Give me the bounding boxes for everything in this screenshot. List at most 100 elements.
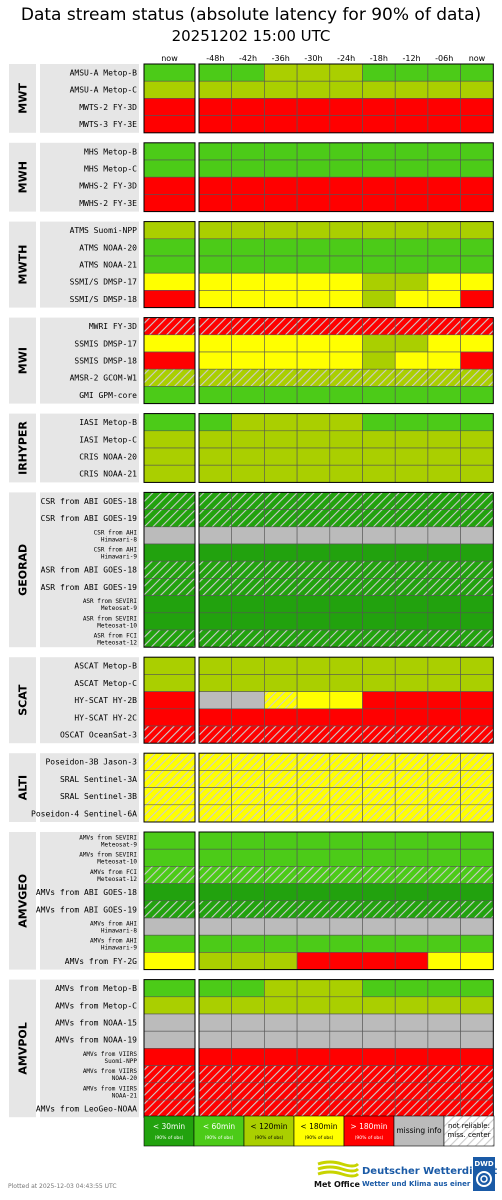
row-label: AMSU-A Metop-C: [70, 86, 138, 95]
legend-sublabel: (90% of obs): [355, 1135, 384, 1141]
status-cell: [460, 725, 494, 744]
status-cell: [460, 272, 494, 291]
chart-title: Data stream status (absolute latency for…: [20, 5, 482, 25]
status-cell: [296, 787, 331, 806]
status-cell: [427, 509, 461, 528]
status-cell: [460, 656, 494, 675]
legend-label: < 30min: [153, 1122, 186, 1131]
status-cell: [329, 691, 363, 710]
now-cell: [143, 831, 196, 850]
status-cell: [427, 290, 461, 308]
now-cell: [143, 996, 196, 1015]
status-cell: [264, 1082, 298, 1101]
dwd-tagline: Wetter und Klima aus einer Hand: [362, 1180, 494, 1188]
status-cell: [394, 386, 429, 404]
status-cell: [460, 142, 494, 161]
now-cell: [143, 1065, 196, 1084]
status-cell: [296, 317, 331, 336]
row-label-line1: ASR from SEVIRI: [83, 615, 138, 622]
status-cell: [394, 142, 429, 161]
status-cell: [296, 115, 331, 134]
status-cell: [394, 238, 429, 257]
status-cell: [198, 543, 233, 562]
status-cell: [296, 176, 331, 195]
status-cell: [394, 272, 429, 291]
status-cell: [264, 1065, 298, 1084]
group-label-bg: [9, 753, 36, 822]
now-block-border: [143, 413, 196, 483]
status-cell: [198, 142, 233, 161]
status-cell: [231, 595, 265, 614]
now-cell: [143, 176, 196, 195]
now-cell: [143, 255, 196, 274]
status-cell: [264, 351, 298, 370]
status-cell: [264, 464, 298, 483]
status-cell: [264, 900, 298, 919]
status-cell: [329, 900, 363, 919]
status-cell: [362, 447, 396, 466]
group-label-bg: [9, 64, 36, 133]
status-cell: [362, 63, 396, 82]
status-cell: [362, 238, 396, 257]
status-cell: [198, 1065, 233, 1084]
row-label-bg: [40, 832, 139, 970]
status-cell: [198, 1048, 233, 1066]
row-label: AMVs from Metop-C: [55, 1001, 137, 1010]
status-cell: [394, 595, 429, 614]
status-cell: [231, 612, 265, 631]
status-cell: [231, 752, 265, 771]
now-cell: [143, 804, 196, 823]
status-cell: [264, 866, 298, 884]
status-cell: [296, 447, 331, 466]
status-cell: [362, 752, 396, 771]
status-cell: [198, 368, 233, 387]
status-cell: [296, 509, 331, 528]
status-cell: [264, 509, 298, 528]
row-label: AMVs from LeoGeo-NOAA: [36, 1105, 137, 1114]
status-cell: [264, 98, 298, 116]
now-block-border: [143, 221, 196, 309]
grid-block-border: [198, 752, 494, 823]
status-cell: [198, 159, 233, 178]
status-cell: [329, 612, 363, 631]
status-cell: [231, 917, 265, 936]
now-cell: [143, 1082, 196, 1101]
status-cell: [460, 883, 494, 902]
status-cell: [460, 543, 494, 562]
status-cell: [198, 98, 233, 116]
status-cell: [394, 883, 429, 902]
status-cell: [427, 1099, 461, 1118]
status-cell: [362, 272, 396, 291]
status-cell: [362, 1030, 396, 1049]
group-name: MWTH: [17, 245, 30, 285]
status-cell: [427, 1048, 461, 1066]
group-label-bg: [9, 413, 36, 483]
status-cell: [460, 934, 494, 953]
status-cell: [198, 194, 233, 212]
status-cell: [231, 787, 265, 806]
status-cell: [460, 752, 494, 771]
row-label: HY-SCAT HY-2B: [74, 696, 137, 705]
group-name: MWI: [17, 347, 30, 374]
status-cell: [460, 98, 494, 116]
now-block-border: [143, 656, 196, 744]
status-cell: [296, 848, 331, 867]
status-cell: [362, 351, 396, 370]
status-cell: [296, 952, 331, 970]
legend-label: > 180min: [350, 1122, 387, 1131]
grid-block-border: [198, 317, 494, 405]
group-label-bg: [9, 979, 36, 1118]
now-cell: [143, 447, 196, 466]
status-cell: [329, 255, 363, 274]
status-cell: [394, 752, 429, 771]
grid-block-border: [198, 221, 494, 309]
legend-sublabel: (90% of obs): [305, 1135, 334, 1141]
status-cell: [198, 952, 233, 970]
chart-subtitle: 20251202 15:00 UTC: [171, 27, 331, 45]
status-cell: [198, 917, 233, 936]
status-cell: [264, 272, 298, 291]
status-cell: [427, 1082, 461, 1101]
status-cell: [296, 1065, 331, 1084]
now-cell: [143, 612, 196, 631]
status-cell: [296, 656, 331, 675]
